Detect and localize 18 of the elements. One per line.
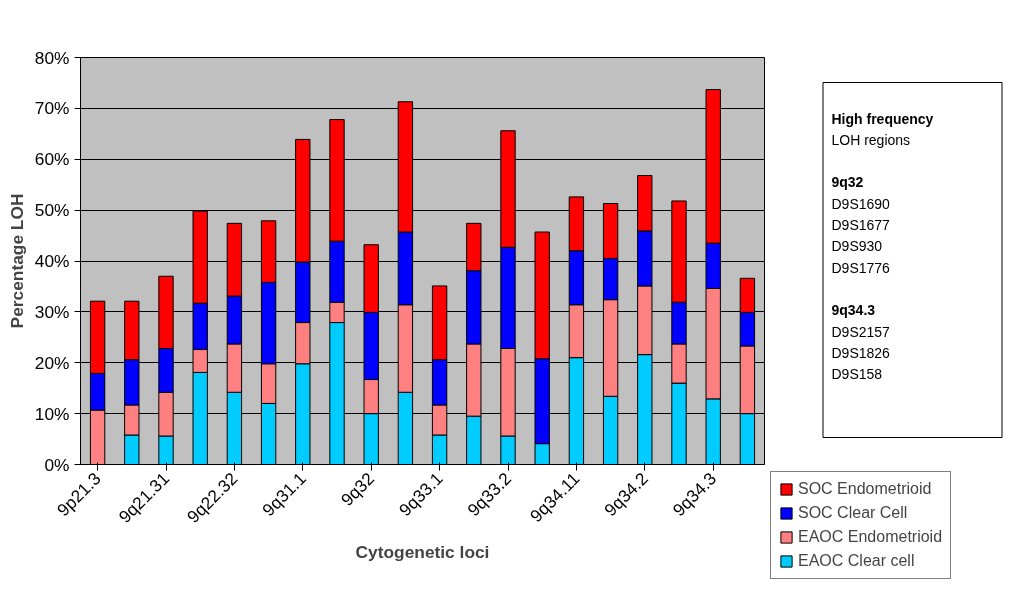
x-axis-title: Cytogenetic loci [355,541,490,562]
legend-label: SOC Endometrioid [798,480,932,498]
y-tick-label: 20% [34,352,70,373]
y-tick-label: 30% [34,301,70,322]
text: High frequency LOH regions [831,110,934,148]
y-tick-label: 0% [44,454,70,475]
legend-label: EAOC Clear cell [798,552,915,570]
y-tick-label: 80% [34,47,70,68]
y-tick-label: 50% [34,200,70,221]
legend-label: SOC Clear Cell [798,504,908,522]
legend-label: EAOC Endometrioid [798,528,943,546]
text: 9q32 D9S1690 D9S1677 D9S930 D9S1776 [831,174,891,276]
y-tick-label: 40% [34,251,70,271]
text: 9q34.3 D9S2157 D9S1826 D9S158 [831,302,891,383]
y-tick-label: 10% [34,403,70,424]
y-tick-label: 70% [34,98,70,119]
y-axis-title: Percentage LOH [6,193,27,329]
y-tick-label: 60% [34,149,70,170]
